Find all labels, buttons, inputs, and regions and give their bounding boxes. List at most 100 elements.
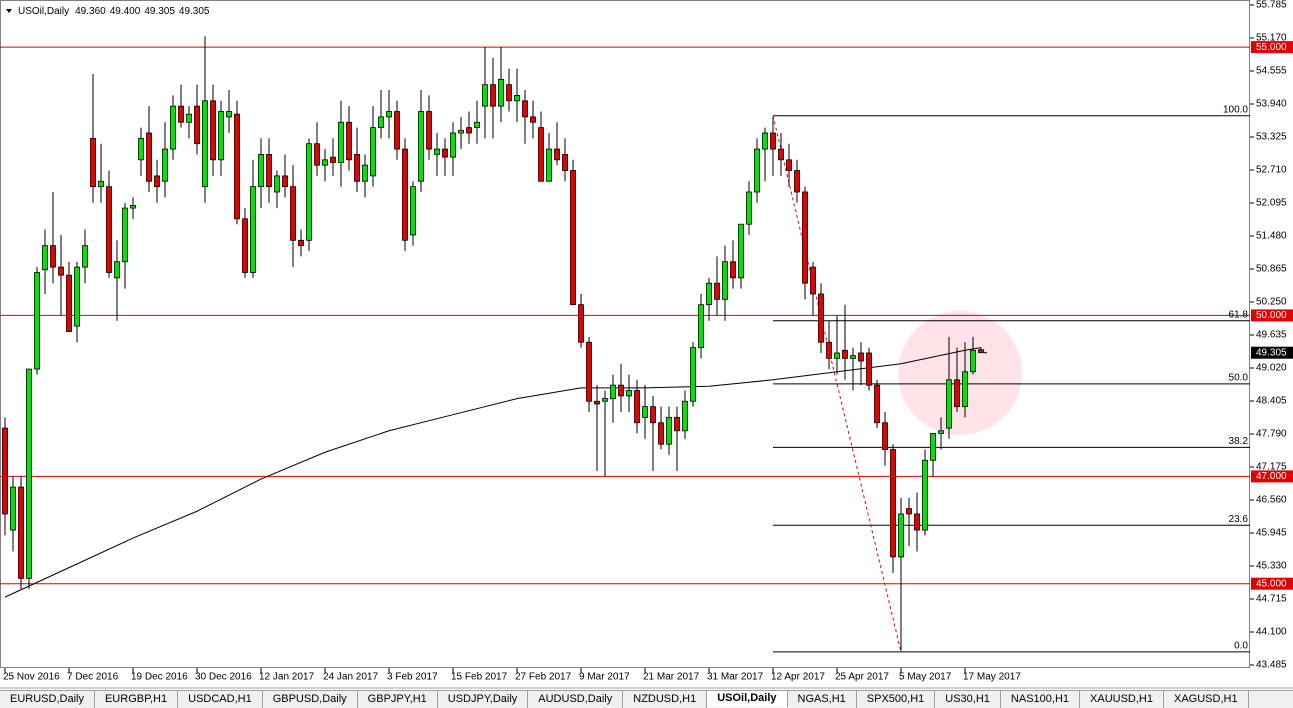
candle-body (770, 132, 776, 150)
y-tick-label: 45.330 (1256, 561, 1287, 572)
candle-body (626, 390, 632, 397)
candle-body (762, 132, 768, 150)
candle-body (442, 148, 448, 158)
candle-body (370, 127, 376, 177)
level-label: 45.000 (1256, 578, 1287, 589)
candle-body (930, 433, 936, 461)
candle-body (322, 159, 328, 166)
candle-body (266, 154, 272, 188)
candle-body (50, 245, 56, 268)
moving-average (4, 347, 982, 598)
tab[interactable]: AUDUSD,Daily (528, 691, 624, 708)
candle-body (402, 148, 408, 241)
candle-body (922, 459, 928, 531)
candle-body (570, 170, 576, 306)
fib-trend (772, 115, 902, 652)
candle-body (914, 513, 920, 531)
ohlc: 49.305 (179, 6, 210, 17)
candle-body (10, 486, 16, 531)
candle-body (274, 175, 280, 193)
candle-body (378, 116, 384, 129)
candle-body (810, 266, 816, 295)
candle-body (778, 148, 784, 161)
candle-body (890, 449, 896, 558)
tab[interactable]: NAS100,H1 (1001, 691, 1081, 708)
y-tick-label: 53.325 (1256, 132, 1287, 143)
candle-body (978, 349, 984, 354)
header-arrow (6, 9, 12, 13)
candle-body (602, 398, 608, 402)
candle-body (618, 384, 624, 397)
tab[interactable]: EURUSD,Daily (0, 691, 95, 708)
tab[interactable]: XAUUSD,H1 (1080, 691, 1164, 708)
candle-body (410, 186, 416, 236)
tab[interactable]: EURGBP,H1 (95, 691, 179, 708)
tab[interactable]: US30,H1 (935, 691, 1001, 708)
candle-body (586, 341, 592, 402)
current-price: 49.305 (1256, 347, 1287, 358)
candle-body (18, 486, 24, 579)
tab[interactable]: GBPUSD,Daily (263, 691, 358, 708)
tab[interactable]: NGAS,H1 (788, 691, 857, 708)
y-tick-label: 49.635 (1256, 330, 1287, 341)
x-tick-label: 3 Feb 2017 (387, 672, 438, 683)
candle-body (706, 282, 712, 306)
candle-body (186, 113, 192, 123)
candle-body (122, 207, 128, 263)
candle-body (90, 137, 96, 188)
candle-body (882, 422, 888, 450)
candle-body (666, 416, 672, 445)
candle-body (906, 508, 912, 515)
candle-body (330, 156, 336, 163)
tab[interactable]: USDJPY,Daily (438, 691, 529, 708)
tab[interactable]: XAGUSD,H1 (1164, 691, 1249, 708)
candle-body (154, 175, 160, 188)
tab[interactable]: USOil,Daily (707, 691, 788, 707)
candle-body (578, 304, 584, 343)
candle-body (170, 105, 176, 150)
tab[interactable]: USDCAD,H1 (178, 691, 263, 708)
level-badge (1251, 309, 1293, 322)
candle-body (850, 355, 856, 359)
candle-body (954, 379, 960, 408)
candle-body (970, 349, 976, 373)
candle-body (634, 390, 640, 424)
candle-body (938, 430, 944, 434)
candle-body (458, 129, 464, 134)
candle-body (682, 400, 688, 432)
x-tick-label: 9 Mar 2017 (579, 672, 630, 683)
candle-body (146, 132, 152, 182)
tab[interactable]: NZDUSD,H1 (623, 691, 708, 708)
candle-body (34, 272, 40, 370)
candle-body (514, 95, 520, 102)
x-tick-label: 15 Feb 2017 (451, 672, 508, 683)
symbol: USOil,Daily (18, 6, 69, 17)
candle-body (786, 159, 792, 171)
candle-body (114, 261, 120, 279)
fib-label: 50.0 (1229, 372, 1249, 383)
fib-label: 100.0 (1223, 104, 1248, 115)
y-tick-label: 50.250 (1256, 297, 1287, 308)
candle-body (794, 170, 800, 193)
tab[interactable]: SPX500,H1 (857, 691, 936, 708)
chart: USOil,Daily 49.360 49.400 49.305 49.305 55.7… (0, 0, 1293, 689)
candle-body (106, 186, 112, 273)
candle-body (754, 148, 760, 193)
candle-body (538, 127, 544, 182)
level-label: 55.000 (1256, 42, 1287, 53)
fib-label: 38.2 (1229, 436, 1249, 447)
x-tick-label: 17 May 2017 (963, 672, 1021, 683)
candle-body (746, 191, 752, 225)
y-tick-label: 47.790 (1256, 429, 1287, 440)
candle-body (730, 261, 736, 279)
candle-body (642, 406, 648, 418)
candle-body (714, 282, 720, 300)
candle-body (650, 406, 656, 424)
x-tick-label: 25 Nov 2016 (3, 672, 60, 683)
y-tick-label: 55.170 (1256, 33, 1287, 44)
tab[interactable]: GBPJPY,H1 (358, 691, 438, 708)
candle-body (610, 384, 616, 399)
candle-body (874, 384, 880, 424)
candle-body (522, 100, 528, 118)
